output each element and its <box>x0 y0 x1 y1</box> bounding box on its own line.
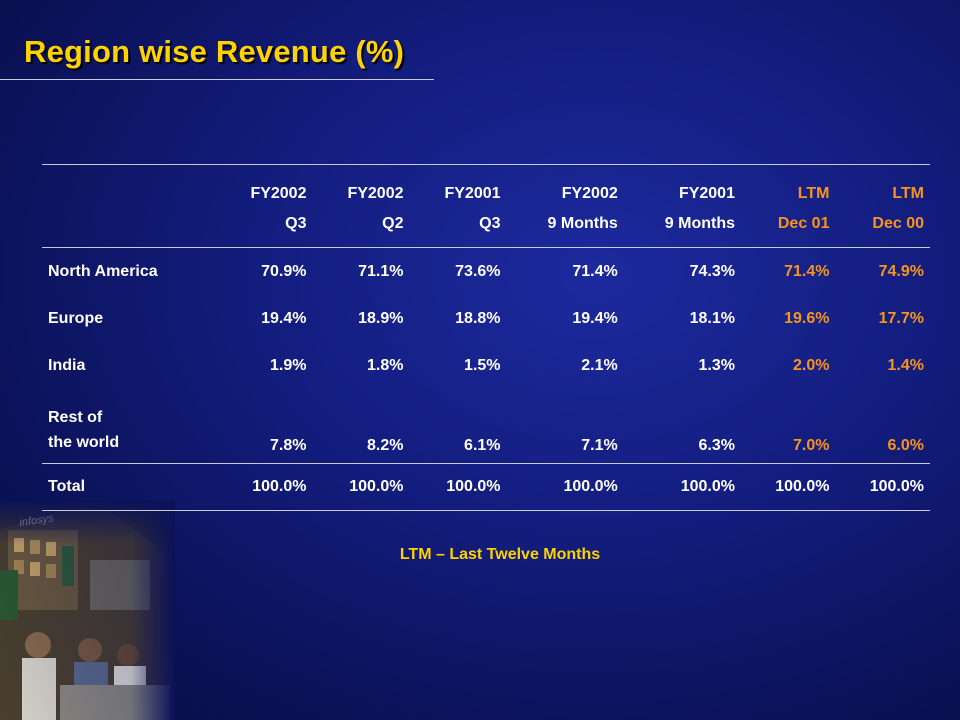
table-header-row-1: FY2002 FY2002 FY2001 FY2002 FY2001 LTM L… <box>42 164 930 207</box>
table-row-rest-of-world: Rest of the world 7.8% 8.2% 6.1% 7.1% 6.… <box>42 389 930 464</box>
table-cell: 7.0% <box>793 437 830 454</box>
row-label: Rest of the world <box>42 389 215 464</box>
column-header: LTM <box>740 164 836 207</box>
row-label: Europe <box>48 309 104 327</box>
row-label-line-1: Rest of <box>48 409 103 426</box>
column-header: FY2001 <box>623 164 741 207</box>
table-cell: 19.6% <box>784 309 830 327</box>
table-cell: 19.4% <box>572 309 618 327</box>
header-blank <box>42 207 216 248</box>
table-cell: 6.1% <box>464 437 501 454</box>
table-cell: 100.0% <box>312 463 410 511</box>
table-cell: 74.9% <box>878 262 924 280</box>
table-cell: 18.8% <box>455 309 501 327</box>
column-subheader: Q2 <box>312 207 410 248</box>
table-cell: 1.3% <box>698 356 735 374</box>
column-subheader: 9 Months <box>506 207 624 248</box>
table-cell: 100.0% <box>740 463 836 511</box>
table-cell: 100.0% <box>835 463 930 511</box>
row-label: Total <box>42 463 216 511</box>
office-photo-image: infosys <box>0 500 175 720</box>
table-cell: 2.1% <box>581 356 618 374</box>
column-header: FY2002 <box>215 164 313 207</box>
column-subheader: 9 Months <box>623 207 741 248</box>
table-cell: 1.5% <box>464 356 501 374</box>
table-cell: 1.8% <box>367 356 404 374</box>
table-cell: 6.0% <box>887 437 924 454</box>
table-cell: 100.0% <box>506 463 624 511</box>
column-header: FY2001 <box>409 164 507 207</box>
row-label: North America <box>48 262 158 280</box>
office-photo: infosys <box>0 500 175 720</box>
table-cell: 100.0% <box>623 463 741 511</box>
table-cell: 74.3% <box>689 262 735 280</box>
table-cell: 73.6% <box>455 262 501 280</box>
table-cell: 18.9% <box>358 309 404 327</box>
table-cell: 7.1% <box>581 437 618 454</box>
column-subheader: Q3 <box>409 207 507 248</box>
table-row-europe: Europe 19.4% 18.9% 18.8% 19.4% 18.1% 19.… <box>42 295 930 342</box>
ltm-footnote: LTM – Last Twelve Months <box>399 546 601 563</box>
column-subheader: Q3 <box>215 207 313 248</box>
table-cell: 1.9% <box>270 356 307 374</box>
table-cell: 1.4% <box>887 356 924 374</box>
table-cell: 70.9% <box>261 262 307 280</box>
header-blank <box>42 164 216 207</box>
region-revenue-table: FY2002 FY2002 FY2001 FY2002 FY2001 LTM L… <box>42 164 930 511</box>
column-header: LTM <box>835 164 930 207</box>
table-cell: 19.4% <box>261 309 307 327</box>
table-cell: 100.0% <box>215 463 313 511</box>
table-cell: 2.0% <box>793 356 830 374</box>
table-cell: 71.4% <box>784 262 830 280</box>
table-cell: 6.3% <box>698 437 735 454</box>
column-header: FY2002 <box>506 164 624 207</box>
table-cell: 17.7% <box>878 309 924 327</box>
table-row-total: Total 100.0% 100.0% 100.0% 100.0% 100.0%… <box>42 463 930 511</box>
table-cell: 8.2% <box>367 437 404 454</box>
table-cell: 71.4% <box>572 262 618 280</box>
table-cell: 7.8% <box>270 437 307 454</box>
column-subheader: Dec 01 <box>740 207 836 248</box>
column-header: FY2002 <box>312 164 410 207</box>
table-cell: 100.0% <box>409 463 507 511</box>
title-underline <box>0 79 434 80</box>
table-row-india: India 1.9% 1.8% 1.5% 2.1% 1.3% 2.0% 1.4% <box>42 342 930 389</box>
table-cell: 71.1% <box>358 262 404 280</box>
slide-title: Region wise Revenue (%) <box>24 34 405 69</box>
row-label-line-2: the world <box>48 434 120 451</box>
table-row-north-america: North America 70.9% 71.1% 73.6% 71.4% 74… <box>42 248 930 296</box>
row-label: India <box>48 356 86 374</box>
table-header-row-2: Q3 Q2 Q3 9 Months 9 Months Dec 01 Dec 00 <box>42 207 930 248</box>
table-cell: 18.1% <box>689 309 735 327</box>
column-subheader: Dec 00 <box>835 207 930 248</box>
